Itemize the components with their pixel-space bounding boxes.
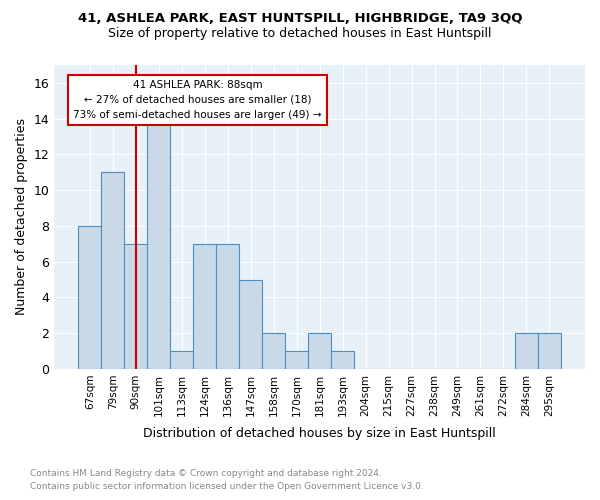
Text: 41, ASHLEA PARK, EAST HUNTSPILL, HIGHBRIDGE, TA9 3QQ: 41, ASHLEA PARK, EAST HUNTSPILL, HIGHBRI… — [78, 12, 522, 26]
Bar — [101, 172, 124, 369]
Bar — [216, 244, 239, 369]
Bar — [170, 351, 193, 369]
Bar — [331, 351, 354, 369]
Y-axis label: Number of detached properties: Number of detached properties — [15, 118, 28, 316]
Bar — [239, 280, 262, 369]
Bar — [193, 244, 216, 369]
Text: 41 ASHLEA PARK: 88sqm
← 27% of detached houses are smaller (18)
73% of semi-deta: 41 ASHLEA PARK: 88sqm ← 27% of detached … — [73, 80, 322, 120]
Bar — [285, 351, 308, 369]
Bar — [538, 333, 561, 369]
Bar — [308, 333, 331, 369]
Bar — [79, 226, 101, 369]
Bar — [515, 333, 538, 369]
X-axis label: Distribution of detached houses by size in East Huntspill: Distribution of detached houses by size … — [143, 427, 496, 440]
Text: Contains HM Land Registry data © Crown copyright and database right 2024.: Contains HM Land Registry data © Crown c… — [30, 468, 382, 477]
Bar — [148, 118, 170, 369]
Text: Size of property relative to detached houses in East Huntspill: Size of property relative to detached ho… — [108, 28, 492, 40]
Bar — [124, 244, 148, 369]
Bar — [262, 333, 285, 369]
Text: Contains public sector information licensed under the Open Government Licence v3: Contains public sector information licen… — [30, 482, 424, 491]
